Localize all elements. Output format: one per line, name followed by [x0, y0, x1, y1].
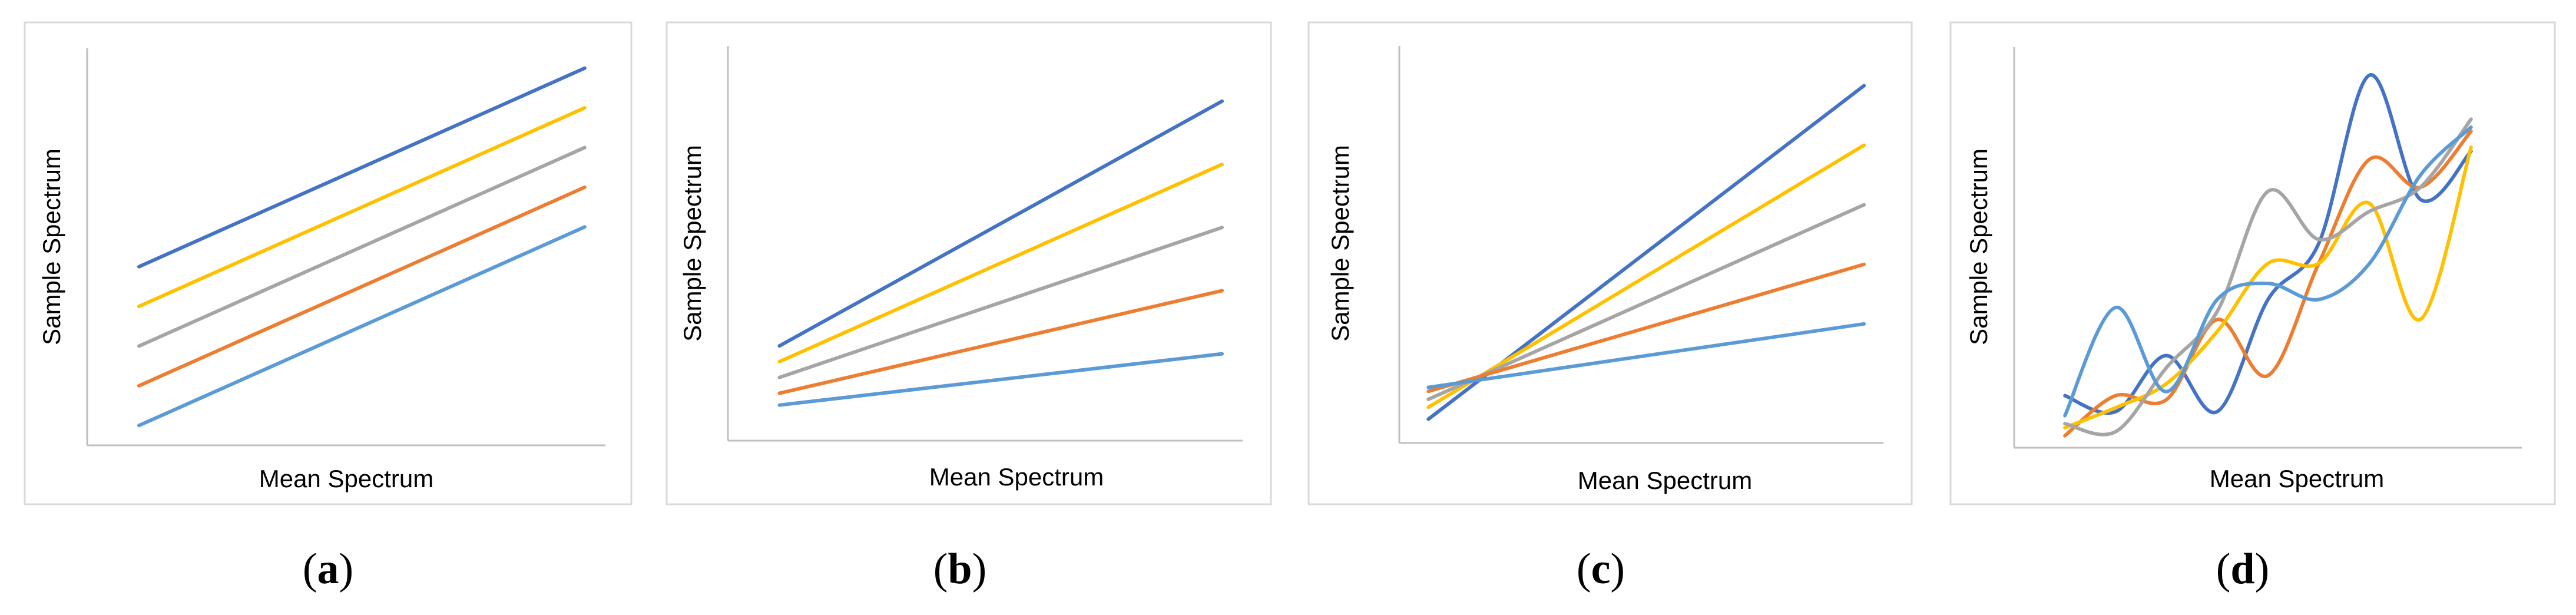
panel-b-frame: [665, 21, 1272, 505]
panel-c-plot: [1426, 84, 1866, 421]
panel-b: Mean Spectrum Sample Spectrum (b): [665, 21, 1272, 593]
panel-c-y-axis-title: Sample Spectrum: [1326, 145, 1354, 342]
panel-d-x-axis-title: Mean Spectrum: [2210, 465, 2384, 492]
panel-c-letter: c: [1591, 545, 1611, 593]
panel-d-letter: d: [2230, 545, 2254, 593]
panel-b-series-dark-blue: [777, 99, 1224, 348]
panel-a: Mean Spectrum Sample Spectrum (a): [24, 21, 633, 593]
panel-b-series-light-blue: [777, 352, 1224, 407]
panel-a-series-gray: [137, 146, 587, 348]
panel-d-y-axis-title: Sample Spectrum: [1965, 148, 1992, 345]
panel-b-series-yellow: [777, 163, 1224, 363]
panel-b-series-gray: [777, 226, 1224, 379]
panel-a-series-yellow: [137, 106, 587, 309]
panel-d-series-yellow: [2063, 146, 2473, 429]
panel-a-plot: [137, 66, 587, 428]
panel-b-series-orange: [777, 289, 1224, 395]
panel-d-plot: [2063, 73, 2473, 438]
panel-c-frame: [1307, 21, 1913, 505]
panel-c-series-orange: [1426, 262, 1866, 394]
panel-d-frame: [1949, 21, 2556, 505]
panel-a-label: (a): [303, 545, 353, 593]
panel-b-label: (b): [933, 545, 986, 593]
panel-c-label: (c): [1577, 545, 1625, 593]
panel-d: Mean Spectrum Sample Spectrum (d): [1949, 21, 2556, 593]
panel-a-series-light-blue: [137, 225, 587, 428]
panel-b-plot: [777, 99, 1224, 407]
panel-d-label: (d): [2216, 545, 2269, 593]
panel-a-y-axis-title: Sample Spectrum: [38, 148, 65, 345]
panel-c: Mean Spectrum Sample Spectrum (c): [1307, 21, 1913, 593]
panel-c-x-axis-title: Mean Spectrum: [1578, 467, 1752, 494]
panel-c-series-yellow: [1426, 143, 1866, 409]
panel-b-y-axis-title: Sample Spectrum: [678, 145, 706, 342]
panel-a-series-dark-blue: [137, 66, 587, 269]
panel-d-series-light-blue: [2063, 125, 2473, 418]
panel-a-series-orange: [137, 185, 587, 388]
panel-a-letter: a: [317, 545, 339, 593]
panel-b-x-axis-title: Mean Spectrum: [929, 463, 1104, 491]
panel-c-series-light-blue: [1426, 322, 1866, 389]
panel-c-series-gray: [1426, 203, 1866, 401]
panel-b-letter: b: [948, 545, 972, 593]
panel-a-x-axis-title: Mean Spectrum: [259, 465, 433, 492]
